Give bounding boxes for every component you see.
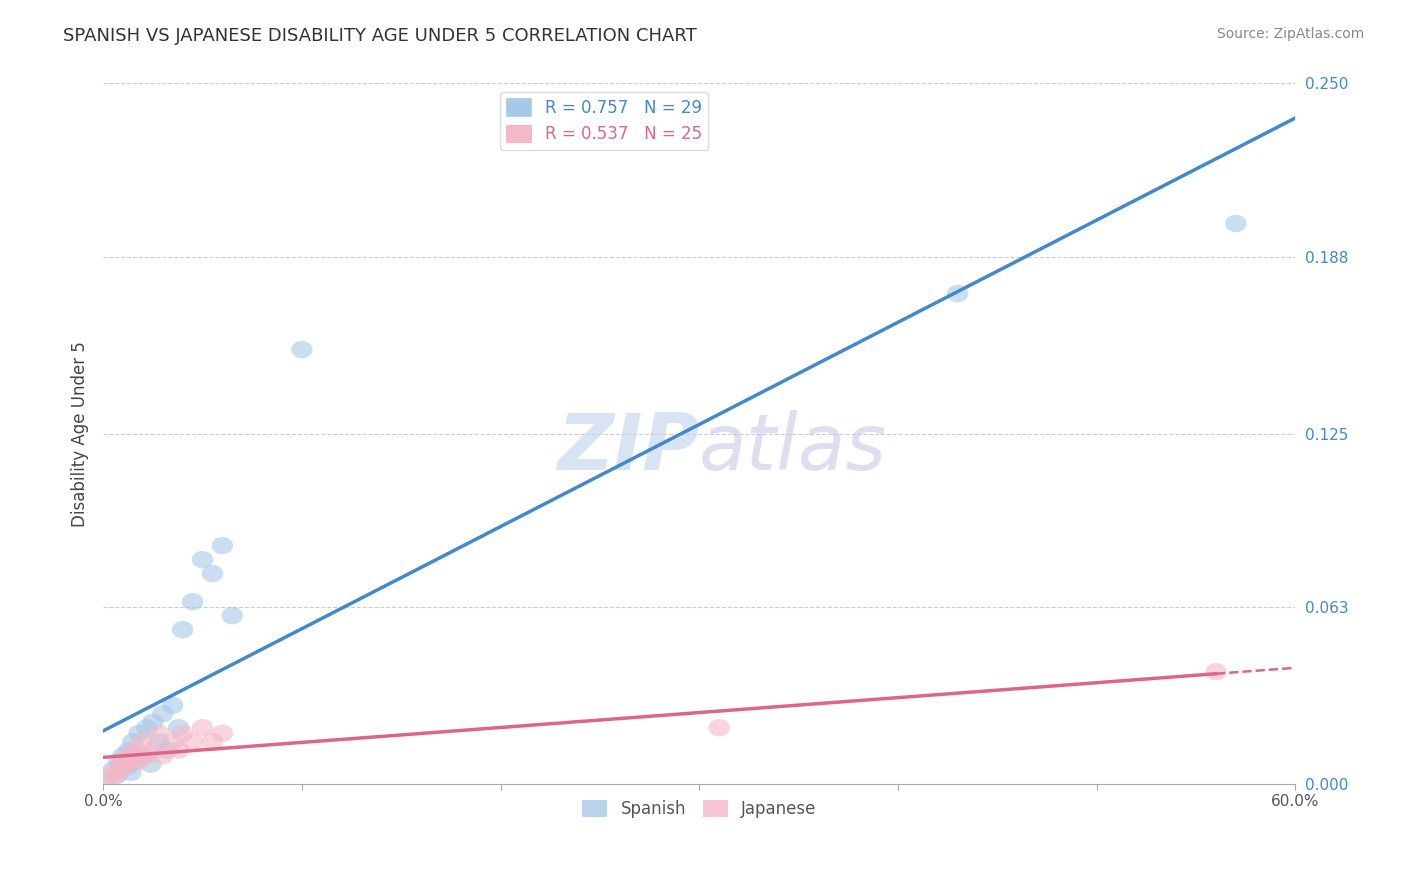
Ellipse shape (162, 733, 183, 750)
Ellipse shape (141, 756, 162, 772)
Legend: Spanish, Japanese: Spanish, Japanese (575, 793, 823, 824)
Ellipse shape (112, 753, 134, 770)
Ellipse shape (118, 741, 139, 759)
Ellipse shape (162, 697, 183, 714)
Ellipse shape (201, 733, 224, 750)
Ellipse shape (128, 753, 149, 770)
Ellipse shape (112, 747, 134, 764)
Ellipse shape (104, 766, 125, 784)
Ellipse shape (212, 724, 233, 742)
Ellipse shape (103, 764, 124, 781)
Ellipse shape (110, 761, 132, 779)
Ellipse shape (172, 724, 194, 742)
Ellipse shape (148, 724, 170, 742)
Ellipse shape (132, 733, 153, 750)
Ellipse shape (152, 747, 173, 764)
Ellipse shape (117, 756, 138, 772)
Ellipse shape (167, 741, 190, 759)
Ellipse shape (124, 753, 146, 770)
Ellipse shape (222, 607, 243, 624)
Ellipse shape (136, 747, 157, 764)
Ellipse shape (98, 770, 120, 787)
Ellipse shape (108, 753, 129, 770)
Ellipse shape (124, 741, 146, 759)
Ellipse shape (121, 764, 142, 781)
Ellipse shape (152, 705, 173, 723)
Ellipse shape (118, 747, 139, 764)
Text: atlas: atlas (699, 409, 887, 485)
Ellipse shape (117, 758, 138, 776)
Ellipse shape (122, 750, 143, 767)
Text: ZIP: ZIP (557, 409, 699, 485)
Ellipse shape (1205, 663, 1226, 681)
Ellipse shape (148, 733, 170, 750)
Ellipse shape (212, 537, 233, 555)
Ellipse shape (191, 551, 214, 568)
Ellipse shape (172, 621, 194, 639)
Text: SPANISH VS JAPANESE DISABILITY AGE UNDER 5 CORRELATION CHART: SPANISH VS JAPANESE DISABILITY AGE UNDER… (63, 27, 697, 45)
Ellipse shape (167, 719, 190, 737)
Ellipse shape (142, 714, 163, 731)
Ellipse shape (709, 719, 730, 737)
Ellipse shape (181, 593, 204, 610)
Ellipse shape (291, 341, 312, 359)
Ellipse shape (128, 724, 149, 742)
Ellipse shape (1225, 215, 1247, 232)
Ellipse shape (201, 565, 224, 582)
Ellipse shape (946, 285, 969, 302)
Ellipse shape (107, 766, 128, 784)
Ellipse shape (142, 741, 163, 759)
Text: Source: ZipAtlas.com: Source: ZipAtlas.com (1216, 27, 1364, 41)
Ellipse shape (181, 733, 204, 750)
Y-axis label: Disability Age Under 5: Disability Age Under 5 (72, 341, 89, 526)
Ellipse shape (136, 719, 157, 737)
Ellipse shape (156, 741, 177, 759)
Ellipse shape (191, 719, 214, 737)
Ellipse shape (122, 733, 143, 750)
Ellipse shape (98, 770, 120, 787)
Ellipse shape (103, 761, 124, 779)
Ellipse shape (132, 747, 153, 764)
Ellipse shape (108, 758, 129, 776)
